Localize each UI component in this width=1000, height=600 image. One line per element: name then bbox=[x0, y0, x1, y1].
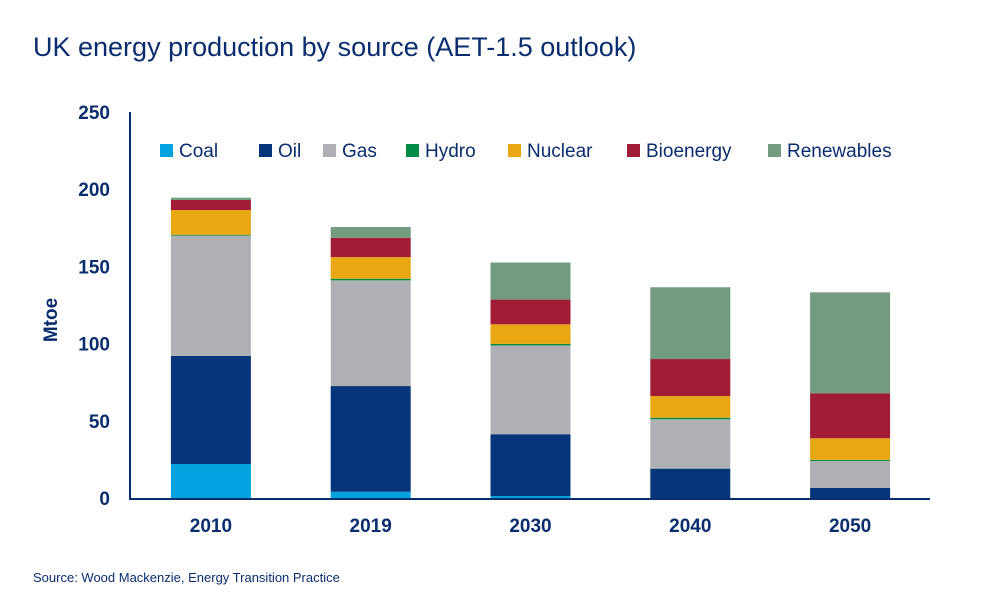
x-tick-label: 2040 bbox=[669, 516, 711, 537]
bar-segment-hydro-2030 bbox=[490, 343, 571, 346]
bar-segment-oil-2030 bbox=[490, 434, 571, 496]
bar-segment-nuclear-2050 bbox=[810, 438, 891, 460]
bar-segment-renewables-2030 bbox=[490, 262, 571, 300]
bar-segment-gas-2019 bbox=[330, 280, 411, 387]
bar-segment-renewables-2050 bbox=[810, 292, 891, 394]
bar-segment-gas-2010 bbox=[170, 235, 251, 356]
source-note: Source: Wood Mackenzie, Energy Transitio… bbox=[33, 570, 340, 585]
legend-swatch-bioenergy bbox=[627, 144, 640, 157]
bar-segment-bioenergy-2019 bbox=[330, 237, 411, 258]
x-tick-label: 2019 bbox=[350, 516, 392, 537]
legend-swatch-coal bbox=[160, 144, 173, 157]
bar-segment-hydro-2050 bbox=[810, 459, 891, 461]
y-tick-label: 100 bbox=[78, 335, 110, 356]
bar-segment-renewables-2040 bbox=[650, 287, 731, 360]
bar-segment-coal-2019 bbox=[330, 491, 411, 498]
legend-swatch-renewables bbox=[768, 144, 781, 157]
bar-segment-oil-2019 bbox=[330, 386, 411, 492]
legend-swatch-gas bbox=[323, 144, 336, 157]
bar-segment-hydro-2040 bbox=[650, 417, 731, 420]
bar-segment-coal-2010 bbox=[170, 464, 251, 498]
legend-swatch-hydro bbox=[406, 144, 419, 157]
legend-label-renewables: Renewables bbox=[787, 141, 892, 162]
y-tick-label: 50 bbox=[89, 412, 110, 433]
legend-label-bioenergy: Bioenergy bbox=[646, 141, 732, 162]
chart-title: UK energy production by source (AET-1.5 … bbox=[33, 32, 637, 62]
bar-segment-nuclear-2019 bbox=[330, 257, 411, 279]
bar-segment-gas-2040 bbox=[650, 419, 731, 469]
legend-swatch-nuclear bbox=[508, 144, 521, 157]
y-tick-label: 200 bbox=[78, 180, 110, 201]
bar-segment-renewables-2010 bbox=[170, 197, 251, 201]
bar-segment-coal-2030 bbox=[490, 495, 571, 498]
bar-segment-nuclear-2010 bbox=[170, 210, 251, 235]
bar-segment-renewables-2019 bbox=[330, 227, 411, 238]
bar-segment-gas-2030 bbox=[490, 345, 571, 435]
bar-segment-bioenergy-2050 bbox=[810, 393, 891, 439]
legend-swatch-oil bbox=[259, 144, 272, 157]
bar-segment-gas-2050 bbox=[810, 460, 891, 488]
y-axis-label: Mtoe bbox=[41, 298, 62, 342]
bar-segment-oil-2010 bbox=[170, 355, 251, 465]
x-tick-label: 2050 bbox=[829, 516, 871, 537]
legend-label-oil: Oil bbox=[278, 141, 301, 162]
bar-segment-bioenergy-2010 bbox=[170, 200, 251, 211]
bar-segment-oil-2050 bbox=[810, 487, 891, 498]
bar-segment-bioenergy-2030 bbox=[490, 299, 571, 325]
bar-segment-hydro-2019 bbox=[330, 278, 411, 281]
legend-label-coal: Coal bbox=[179, 141, 218, 162]
bar-segment-oil-2040 bbox=[650, 468, 731, 498]
x-tick-label: 2010 bbox=[190, 516, 232, 537]
bar-segment-nuclear-2040 bbox=[650, 396, 731, 418]
y-tick-label: 250 bbox=[78, 103, 110, 124]
legend-label-gas: Gas bbox=[342, 141, 377, 162]
legend-label-nuclear: Nuclear bbox=[527, 141, 593, 162]
y-tick-label: 150 bbox=[78, 257, 110, 278]
legend-label-hydro: Hydro bbox=[425, 141, 476, 162]
bar-segment-nuclear-2030 bbox=[490, 324, 571, 344]
y-tick-label: 0 bbox=[99, 489, 110, 510]
bar-segment-hydro-2010 bbox=[170, 234, 251, 236]
x-tick-label: 2030 bbox=[509, 516, 551, 537]
bar-segment-bioenergy-2040 bbox=[650, 359, 731, 397]
